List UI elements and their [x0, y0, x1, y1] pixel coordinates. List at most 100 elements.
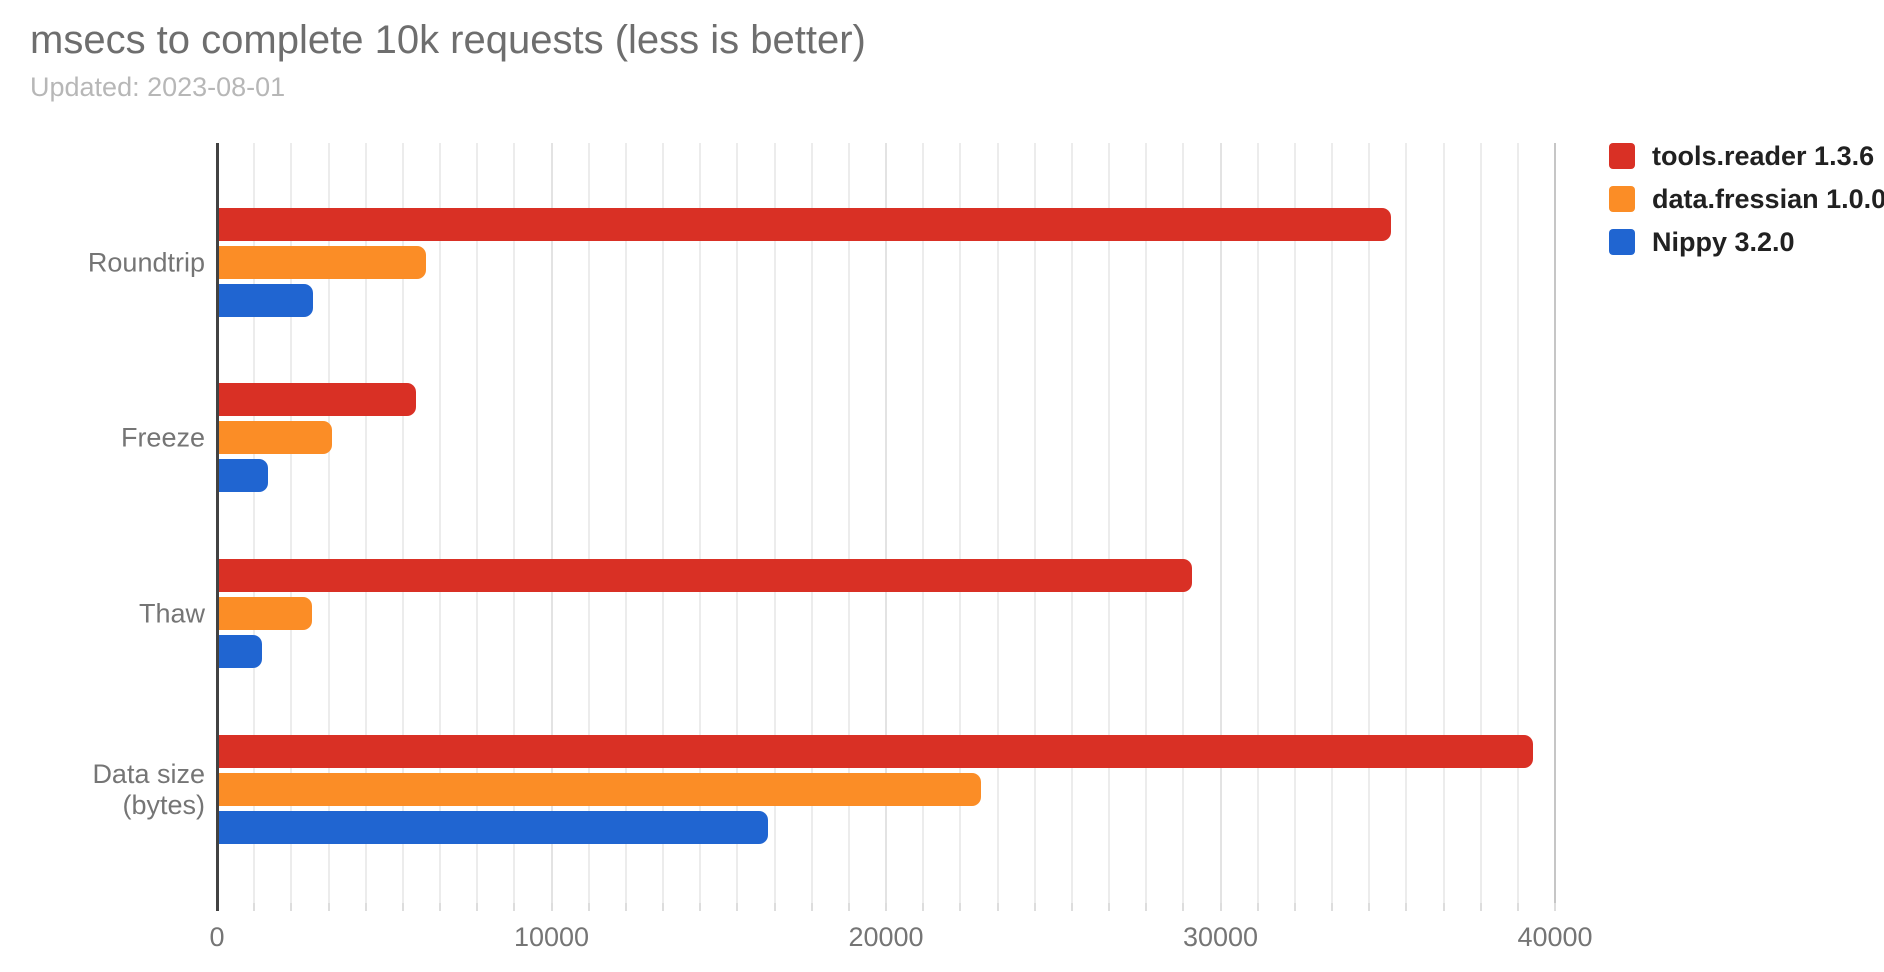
- x-tick-label: 40000: [1517, 922, 1593, 952]
- category-label-roundtrip: Roundtrip: [87, 247, 205, 278]
- gridline: [439, 143, 441, 903]
- category-label-freeze: Freeze: [120, 422, 205, 453]
- gridline: [476, 143, 479, 903]
- legend-item-nippy-3-2-0[interactable]: Nippy 3.2.0: [1609, 227, 1884, 257]
- legend-swatch-icon: [1609, 229, 1635, 255]
- axis-tick: [1368, 903, 1371, 911]
- gridline: [1554, 143, 1556, 903]
- axis-tick: [996, 903, 999, 911]
- axis-tick: [1033, 903, 1036, 911]
- gridline: [1145, 143, 1148, 903]
- gridline: [1331, 143, 1333, 903]
- gridline: [1033, 143, 1036, 903]
- bar-roundtrip-data-fressian-1-0-0[interactable]: [219, 246, 427, 279]
- axis-tick: [736, 903, 739, 911]
- chart-subtitle: Updated: 2023-08-01: [30, 72, 286, 102]
- gridline: [1516, 143, 1519, 903]
- gridline: [1256, 143, 1259, 903]
- legend-label: Nippy 3.2.0: [1652, 226, 1795, 257]
- axis-tick: [1219, 903, 1222, 911]
- gridline: [959, 143, 962, 903]
- axis-tick: [699, 903, 702, 911]
- gridline: [1182, 143, 1185, 903]
- gridline: [290, 143, 293, 903]
- gridline: [699, 143, 702, 903]
- axis-tick: [1182, 903, 1185, 911]
- legend-swatch-icon: [1609, 186, 1635, 212]
- bar-data-size-bytes-tools-reader-1-3-6[interactable]: [219, 735, 1534, 768]
- gridline: [1405, 143, 1408, 903]
- gridline: [996, 143, 999, 903]
- y-axis-line: [216, 143, 219, 903]
- legend-label: tools.reader 1.3.6: [1652, 140, 1875, 171]
- axis-tick: [1554, 903, 1556, 911]
- axis-tick: [1293, 903, 1296, 911]
- axis-tick: [290, 903, 293, 911]
- bar-freeze-tools-reader-1-3-6[interactable]: [219, 383, 416, 416]
- axis-tick: [253, 903, 256, 911]
- gridline: [587, 143, 590, 903]
- x-tick-label: 10000: [513, 922, 590, 952]
- legend-swatch-icon: [1609, 143, 1635, 169]
- x-tick-label: 0: [209, 922, 225, 952]
- gridline: [1070, 143, 1073, 903]
- axis-tick: [773, 903, 776, 911]
- category-label-thaw: Thaw: [138, 598, 205, 629]
- axis-tick: [662, 903, 664, 911]
- axis-tick: [1479, 903, 1482, 911]
- axis-tick: [216, 903, 219, 911]
- gridline: [401, 143, 404, 903]
- bar-freeze-data-fressian-1-0-0[interactable]: [219, 421, 332, 454]
- axis-tick: [1405, 903, 1408, 911]
- gridline: [662, 143, 664, 903]
- gridline: [1479, 143, 1482, 903]
- legend-label: data.fressian 1.0.0: [1652, 183, 1884, 214]
- gridline: [736, 143, 739, 903]
- axis-tick: [959, 903, 962, 911]
- bar-thaw-tools-reader-1-3-6[interactable]: [219, 559, 1192, 592]
- axis-tick: [364, 903, 367, 911]
- axis-tick: [1145, 903, 1148, 911]
- gridline: [1108, 143, 1110, 903]
- axis-tick: [810, 903, 813, 911]
- x-tick-label: 20000: [848, 922, 924, 952]
- axis-tick: [1108, 903, 1110, 911]
- legend-item-data-fressian-1-0-0[interactable]: data.fressian 1.0.0: [1609, 184, 1884, 214]
- gridline: [253, 143, 256, 903]
- bar-freeze-nippy-3-2-0[interactable]: [219, 459, 269, 492]
- axis-tick: [885, 903, 887, 911]
- axis-tick: [922, 903, 925, 911]
- axis-tick: [476, 903, 479, 911]
- gridline: [922, 143, 925, 903]
- axis-tick: [1516, 903, 1519, 911]
- bar-data-size-bytes-data-fressian-1-0-0[interactable]: [219, 773, 981, 806]
- gridline: [550, 143, 553, 903]
- axis-tick: [1070, 903, 1073, 911]
- gridline: [885, 143, 887, 903]
- gridline: [364, 143, 367, 903]
- bar-roundtrip-nippy-3-2-0[interactable]: [219, 284, 313, 317]
- bar-thaw-data-fressian-1-0-0[interactable]: [219, 597, 312, 630]
- gridline: [513, 143, 516, 903]
- axis-tick: [439, 903, 441, 911]
- chart-title: msecs to complete 10k requests (less is …: [30, 18, 866, 62]
- gridline: [327, 143, 330, 903]
- axis-tick: [624, 903, 627, 911]
- axis-tick: [587, 903, 590, 911]
- gridline: [773, 143, 776, 903]
- legend: tools.reader 1.3.6 data.fressian 1.0.0 Nip…: [1609, 141, 1884, 270]
- bar-thaw-nippy-3-2-0[interactable]: [219, 635, 262, 668]
- axis-tick: [847, 903, 850, 911]
- gridline: [810, 143, 813, 903]
- gridline: [1219, 143, 1222, 903]
- axis-tick: [1256, 903, 1259, 911]
- axis-tick: [1331, 903, 1333, 911]
- legend-item-tools-reader-1-3-6[interactable]: tools.reader 1.3.6: [1609, 141, 1884, 171]
- gridline: [1368, 143, 1371, 903]
- bar-data-size-bytes-nippy-3-2-0[interactable]: [219, 811, 768, 844]
- axis-tick: [401, 903, 404, 911]
- gridline: [1442, 143, 1445, 903]
- bar-roundtrip-tools-reader-1-3-6[interactable]: [219, 208, 1392, 241]
